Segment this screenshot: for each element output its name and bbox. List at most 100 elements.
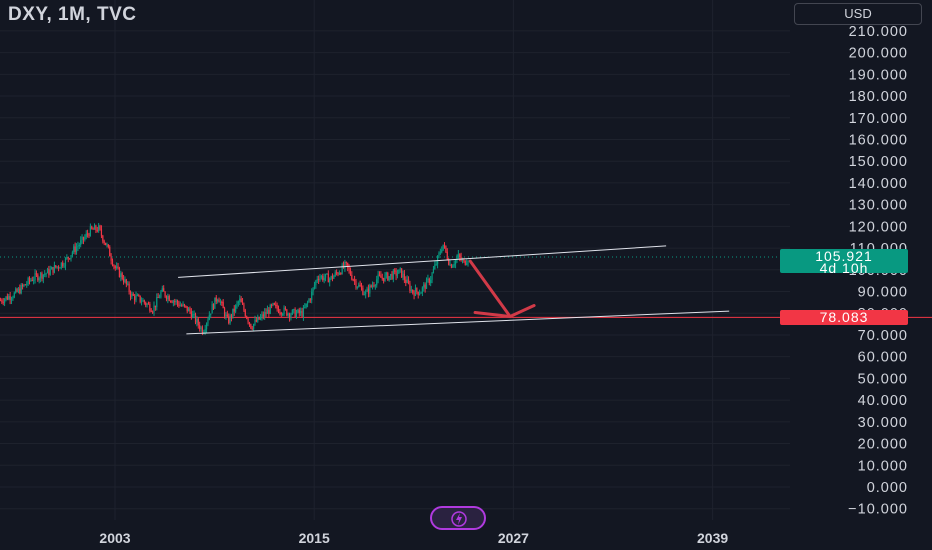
candle-body — [387, 272, 389, 281]
candle-body — [420, 292, 422, 294]
x-tick-label: 2027 — [498, 530, 529, 546]
candle-body — [152, 311, 154, 313]
candle-body — [146, 303, 148, 305]
candle-body — [92, 228, 94, 230]
lightning-button[interactable] — [430, 506, 486, 530]
candle-body — [287, 313, 289, 316]
candle-body — [218, 299, 220, 303]
candle-body — [406, 279, 408, 283]
candle-body — [243, 304, 245, 311]
candle-body — [396, 273, 399, 276]
candle-body — [132, 293, 134, 296]
candle-body — [114, 266, 116, 269]
candle-body — [200, 327, 202, 330]
x-tick-label: 2003 — [99, 530, 130, 546]
candles — [0, 222, 469, 336]
candle-body — [345, 261, 347, 263]
candle-body — [85, 233, 87, 238]
candle-body — [156, 297, 158, 308]
candle-body — [52, 267, 54, 273]
candle-body — [316, 278, 318, 281]
candle-body — [394, 270, 396, 272]
candle-body — [129, 292, 132, 297]
candle-body — [121, 273, 123, 279]
candle-body — [374, 285, 376, 287]
y-tick-label: −10.000 — [848, 502, 908, 518]
candle-body — [107, 244, 109, 247]
projection-arrow — [468, 259, 536, 318]
candle-body — [1, 300, 3, 302]
candle-body — [96, 230, 98, 232]
candle-body — [435, 264, 437, 266]
candle-body — [312, 287, 314, 292]
candle-body — [93, 225, 96, 230]
chart-title: DXY, 1M, TVC — [8, 4, 137, 25]
candle-body — [407, 279, 410, 284]
candle-body — [69, 258, 71, 260]
candle-body — [398, 269, 400, 274]
candle-body — [225, 314, 227, 317]
candle-body — [12, 297, 14, 299]
candle-body — [432, 269, 435, 274]
candle-body — [324, 273, 327, 278]
candle-body — [62, 262, 64, 267]
candle-body — [423, 284, 425, 288]
candle-body — [409, 283, 411, 291]
candle-body — [53, 265, 56, 273]
candle-body — [349, 269, 352, 275]
candle-body — [248, 322, 251, 324]
candle-body — [413, 292, 415, 296]
candle-body — [165, 296, 168, 300]
candle-body — [286, 309, 288, 316]
candle-body — [254, 319, 256, 325]
x-axis[interactable]: 2003 2015 2027 2039 — [99, 530, 728, 546]
candle-body — [373, 285, 375, 287]
candle-body — [467, 261, 469, 264]
candle-body — [421, 287, 423, 293]
candle-body — [48, 268, 50, 275]
arrow-shaft — [468, 259, 512, 318]
candle-body — [74, 246, 76, 252]
x-tick-label: 2039 — [697, 530, 728, 546]
x-tick-label: 2015 — [299, 530, 330, 546]
candle-body — [275, 304, 277, 306]
candle-body — [438, 253, 440, 256]
lightning-bolt-icon — [451, 511, 467, 527]
candle-body — [266, 309, 269, 314]
candle-body — [70, 255, 72, 259]
candle-body — [457, 254, 459, 258]
candle-body — [338, 273, 340, 275]
candle-body — [8, 296, 10, 300]
candle-body — [104, 242, 107, 246]
candle-body — [315, 280, 317, 286]
candle-body — [185, 305, 187, 307]
candle-body — [427, 278, 429, 280]
candle-body — [363, 294, 365, 296]
candle-body — [145, 302, 147, 305]
candle-body — [295, 312, 298, 317]
y-tick-label: 50.000 — [858, 371, 908, 387]
candle-body — [30, 279, 32, 281]
candle-body — [402, 273, 404, 278]
candle-body — [355, 280, 357, 288]
candle-body — [376, 279, 378, 286]
candle-body — [27, 278, 29, 285]
candle-body — [412, 289, 414, 293]
candle-body — [389, 273, 392, 277]
currency-button[interactable]: USD — [794, 3, 922, 25]
candle-body — [59, 267, 61, 269]
y-tick-label: 150.000 — [849, 154, 908, 170]
candle-body — [466, 263, 468, 265]
candle-body — [113, 265, 115, 267]
candle-body — [67, 257, 69, 259]
candle-body — [75, 247, 78, 252]
candle-body — [124, 279, 126, 283]
candle-body — [158, 297, 161, 299]
candle-body — [371, 285, 374, 287]
candle-body — [384, 274, 386, 281]
candle-body — [102, 235, 104, 242]
candle-body — [264, 312, 266, 317]
candle-body — [153, 305, 155, 313]
candle-body — [395, 270, 397, 276]
